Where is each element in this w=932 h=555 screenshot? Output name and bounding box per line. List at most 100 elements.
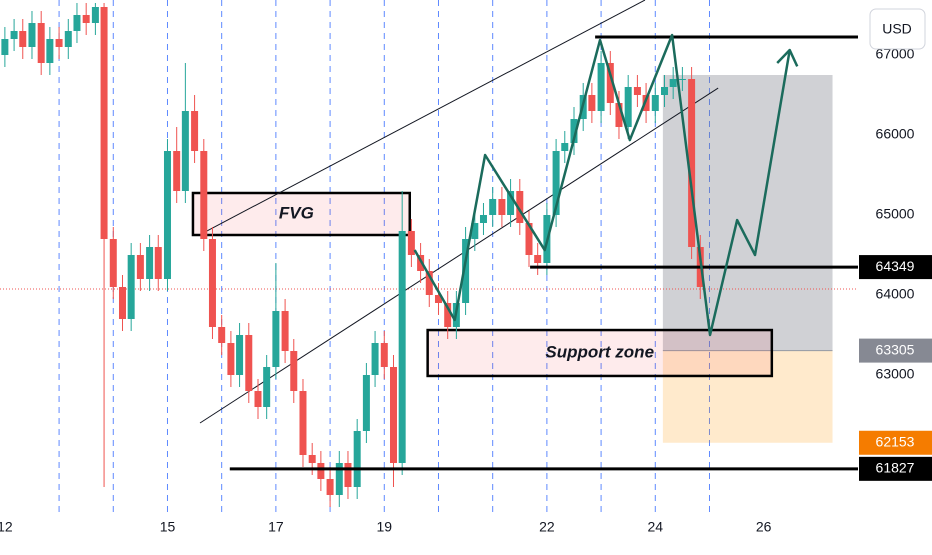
candle-body (245, 335, 253, 391)
candle-body (434, 295, 442, 303)
candle-body (380, 343, 388, 367)
candle-body (507, 191, 515, 215)
candle-body (299, 391, 307, 455)
y-tick-label: 63000 (876, 366, 915, 382)
candle-body (651, 95, 659, 111)
candle-body (479, 215, 487, 223)
candle-body (73, 15, 81, 31)
price-label-box (859, 338, 932, 363)
x-tick-label: 26 (756, 519, 772, 535)
price-axis: 63000 64000 65000 66000 67000 64349 63305 62153… (859, 8, 932, 481)
x-tick-label: 17 (268, 519, 284, 535)
candle-body (362, 375, 370, 431)
channel-line (199, 87, 719, 424)
candle-body (344, 463, 352, 487)
position-reward (662, 350, 833, 443)
candle-body (82, 15, 90, 23)
currency-label: USD (882, 21, 912, 37)
candle-body (688, 79, 696, 247)
candle-body (173, 151, 181, 191)
candle-body (146, 247, 154, 279)
candle-body (64, 31, 72, 47)
candle-body (154, 247, 162, 279)
currency-box (869, 8, 926, 50)
candle-body (208, 239, 216, 327)
candle-body (218, 327, 226, 343)
candle-body (525, 223, 533, 255)
candle-body (127, 255, 135, 319)
candle-body (37, 23, 45, 63)
plot-area: FVG Support zone (0, 0, 858, 515)
candle-body (398, 231, 406, 463)
candle-body (633, 87, 641, 95)
price-label: 62153 (876, 433, 915, 449)
price-label-box (859, 456, 932, 481)
candle-body (353, 431, 361, 487)
candle-body (588, 95, 596, 111)
projection-path (413, 33, 791, 337)
candle-body (272, 311, 280, 367)
candle-body (471, 223, 479, 239)
price-label: 63305 (876, 341, 915, 357)
candle-body (191, 111, 199, 151)
candle-body (516, 191, 524, 223)
y-tick-label: 66000 (876, 126, 915, 142)
candle-body (10, 31, 18, 39)
candle-body (642, 95, 650, 111)
zone (426, 328, 774, 378)
candle-body (263, 367, 271, 407)
candle-body (615, 103, 623, 127)
x-tick-label: 22 (539, 519, 555, 535)
candle-body (317, 463, 325, 479)
x-tick-label: 12 (0, 519, 13, 535)
price-label: 64349 (876, 258, 915, 274)
price-label: 61827 (876, 460, 915, 476)
candle-body (462, 239, 470, 303)
candle-body (498, 199, 506, 215)
y-tick-label: 65000 (876, 206, 915, 222)
candle-body (236, 335, 244, 375)
candle-body (163, 151, 171, 279)
y-tick-label: 64000 (876, 286, 915, 302)
candle-body (227, 343, 235, 375)
candle-body (444, 303, 452, 327)
candle-body (254, 391, 262, 407)
candle-body (1, 39, 9, 55)
candle-body (281, 311, 289, 351)
candle-body (136, 255, 144, 279)
candle-body (46, 39, 54, 63)
candle-body (335, 463, 343, 495)
candle-body (606, 63, 614, 103)
candle-body (669, 79, 677, 87)
candle-body (624, 87, 632, 127)
candle-body (534, 255, 542, 263)
candle-body (489, 199, 497, 215)
candle-body (661, 87, 669, 95)
candle-body (290, 351, 298, 391)
candle-body (417, 255, 425, 271)
candle-body (118, 287, 126, 319)
zone-label: FVG (279, 203, 314, 222)
projection-arrowhead (776, 48, 799, 67)
candle-body (19, 31, 27, 47)
candle-body (407, 231, 415, 255)
candle-body (425, 271, 433, 295)
candle-body (389, 367, 397, 463)
candle-body (55, 39, 63, 47)
x-tick-label: 15 (160, 519, 176, 535)
candle-body (28, 23, 36, 47)
x-tick-label: 19 (376, 519, 392, 535)
price-label-box (859, 430, 932, 455)
price-label-box (859, 255, 932, 280)
channel-line (204, 0, 646, 233)
y-tick-label: 67000 (876, 46, 915, 62)
candle-body (181, 111, 189, 191)
x-tick-label: 24 (647, 519, 663, 535)
candle-body (561, 143, 569, 151)
candle-body (326, 479, 334, 495)
candle-body (200, 151, 208, 239)
candle-body (91, 7, 99, 23)
candle-body (597, 63, 605, 111)
candle-body (552, 151, 560, 215)
